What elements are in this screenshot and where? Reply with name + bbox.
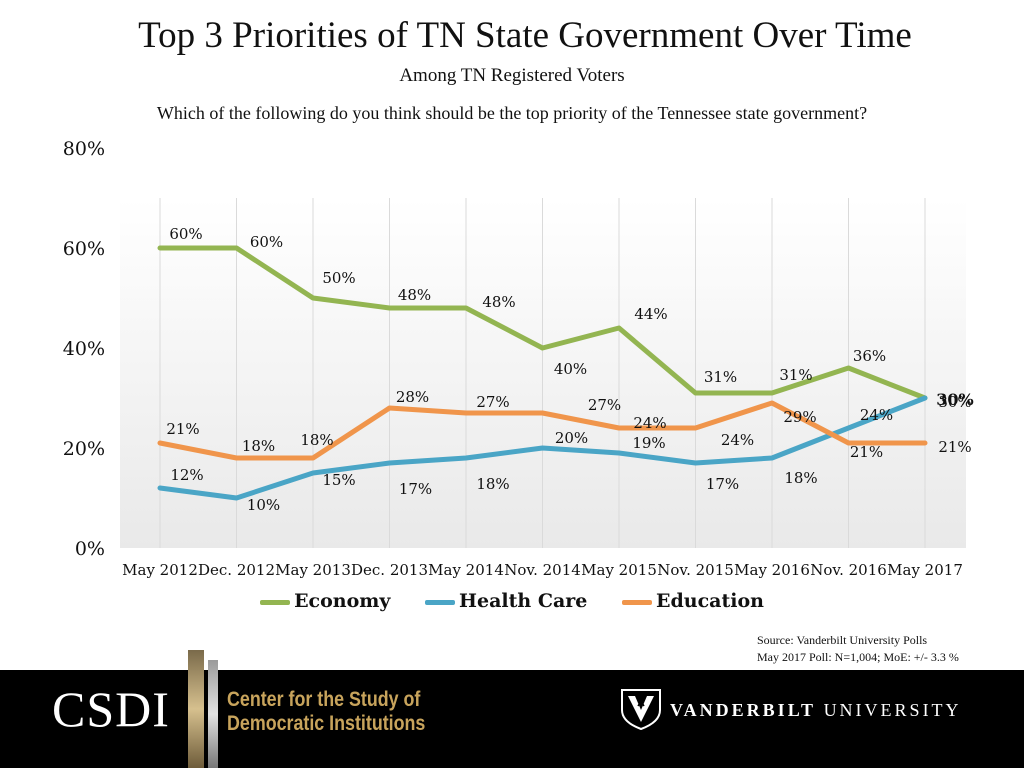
x-tick-label: May 2014 [428,561,504,579]
data-label-education: 24% [721,431,754,449]
data-label-economy: 60% [169,225,202,243]
data-label-health-care: 17% [706,475,739,493]
legend-swatch-education [621,599,652,605]
line-chart: 0% 20% 40% 60% 80% May 2012 Dec. 2012 May 2013… [63,138,974,579]
legend-label-health-care: Health Care [459,590,588,612]
survey-question: Which of the following do you think shou… [156,103,868,123]
y-tick-label: 0% [75,538,105,560]
source-line-1: Source: Vanderbilt University Polls [757,633,928,647]
data-label-health-care: 24% [860,406,893,424]
source-line-2: May 2017 Poll: N=1,004; MoE: +/- 3.3 % [757,650,959,664]
data-label-education: 18% [242,437,275,455]
data-label-economy: 60% [250,233,283,251]
data-label-economy: 44% [634,305,667,323]
legend-swatch-health-care [425,599,456,605]
data-label-health-care: 20% [555,429,588,447]
x-tick-label: May 2017 [887,561,963,579]
y-tick-label: 80% [63,138,105,160]
data-label-economy: 31% [779,366,812,384]
x-axis-ticks: May 2012 Dec. 2012 May 2013 Dec. 2013 May 20… [122,561,963,579]
chart-title: Top 3 Priorities of TN State Government … [138,15,912,56]
data-label-health-care: 12% [170,466,203,484]
data-label-economy: 40% [554,360,587,378]
y-tick-label: 60% [63,238,105,260]
center-name-line-2: Democratic Institutions [227,712,426,735]
legend-item-economy: Economy [260,590,390,612]
data-label-health-care: 18% [784,469,817,487]
x-tick-label: May 2012 [122,561,198,579]
data-label-economy: 48% [398,286,431,304]
vu-wordmark-rest: UNIVERSITY [816,700,962,720]
footer-bar [0,670,1024,768]
series-line-health-care [157,395,928,501]
legend-item-health-care: Health Care [425,590,587,612]
data-label-health-care: 30% [938,393,971,411]
x-tick-label: Nov. 2016 [810,561,887,579]
x-tick-label: Dec. 2012 [198,561,275,579]
data-label-health-care: 19% [632,434,665,452]
legend-swatch-economy [260,599,291,605]
data-label-education: 21% [850,443,883,461]
y-axis-ticks: 0% 20% 40% 60% 80% [63,138,105,560]
data-label-health-care: 18% [476,475,509,493]
data-label-education: 27% [476,393,509,411]
x-tick-label: May 2013 [275,561,351,579]
y-tick-label: 20% [63,438,105,460]
chart-subtitle: Among TN Registered Voters [399,65,625,86]
legend-label-education: Education [655,590,764,612]
x-tick-label: May 2015 [581,561,657,579]
csdi-logo-text: CSDI [52,681,170,737]
x-tick-label: Dec. 2013 [351,561,428,579]
data-label-education: 28% [396,388,429,406]
legend: Economy Health Care Education [0,590,1024,612]
center-name-line-1: Center for the Study of [227,688,421,711]
series-lines [157,245,928,501]
series-line-education [157,400,928,461]
data-label-education: 21% [938,438,971,456]
y-tick-label: 40% [63,338,105,360]
source-note: Source: Vanderbilt University Polls May … [757,632,959,666]
data-label-education: 27% [588,396,621,414]
vu-wordmark-bold: VANDERBILT [670,700,817,720]
data-label-education: 29% [783,408,816,426]
data-label-health-care: 10% [247,496,280,514]
legend-item-education: Education [621,590,764,612]
data-label-education: 21% [166,420,199,438]
x-tick-label: May 2016 [734,561,810,579]
vanderbilt-university-wordmark: VANDERBILT UNIVERSITY [670,700,962,721]
data-label-economy: 30% [936,390,973,409]
data-label-economy: 31% [704,368,737,386]
x-tick-label: Nov. 2014 [504,561,581,579]
data-label-education: 18% [300,431,333,449]
csdi-bars-logo [188,650,218,768]
data-label-health-care: 15% [322,471,355,489]
data-label-economy: 36% [853,347,886,365]
series-line-economy [157,245,928,401]
center-name: Center for the Study of Democratic Insti… [227,688,425,736]
data-label-education: 24% [633,414,666,432]
data-label-health-care: 17% [399,480,432,498]
vanderbilt-shield-icon [621,689,661,730]
data-label-economy: 50% [322,269,355,287]
data-labels: 60% 60% 50% 48% 48% 40% 44% 31% 31% 36% 30% 12% 10% 1… [166,225,973,514]
x-tick-label: Nov. 2015 [657,561,734,579]
legend-label-economy: Economy [294,590,391,612]
data-label-economy: 48% [482,293,515,311]
